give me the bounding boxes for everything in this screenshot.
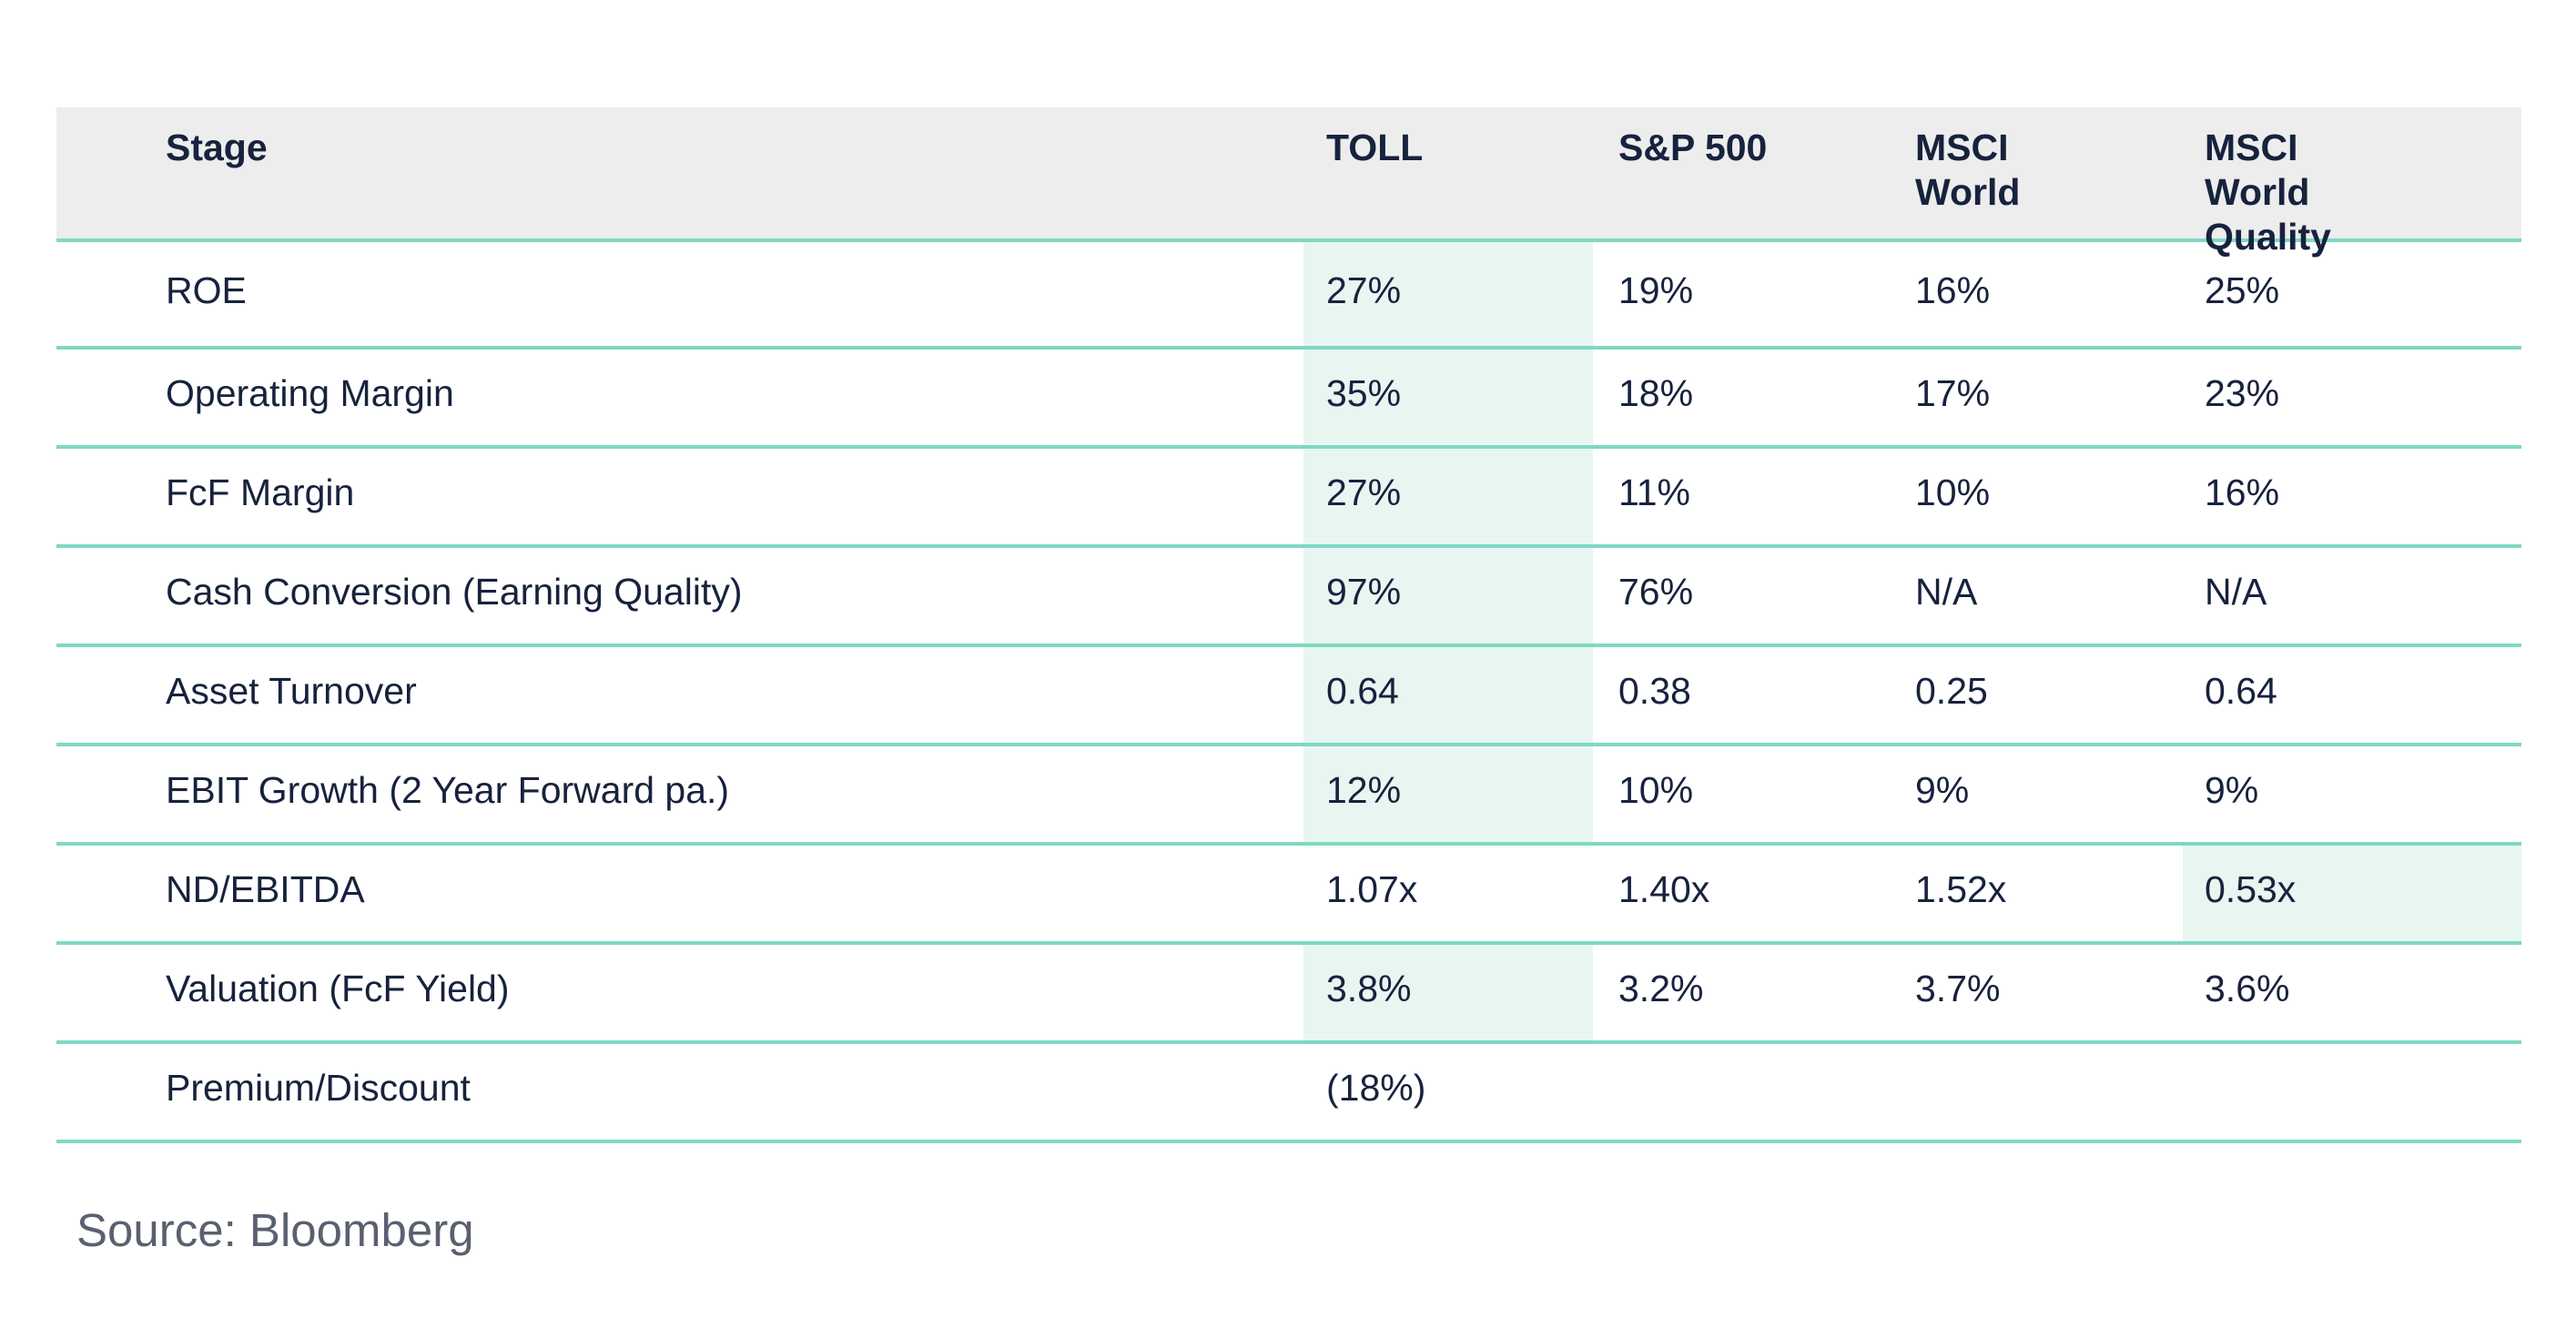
table-row: FcF Margin 27% 11% 10% 16% bbox=[56, 449, 2521, 548]
table-header: Stage TOLL S&P 500 MSCI World MSCI World… bbox=[56, 107, 2521, 258]
cell-msci-world-quality: 0.64 bbox=[2205, 670, 2277, 712]
cell-stage: Operating Margin bbox=[166, 372, 454, 414]
cell-msci-world: 0.25 bbox=[1915, 670, 1988, 712]
cell-sp500: 11% bbox=[1618, 471, 1691, 513]
cell-msci-world: 3.7% bbox=[1915, 968, 2001, 1009]
cell-toll: 27% bbox=[1303, 449, 1593, 544]
table-row: ROE 27% 19% 16% 25% bbox=[56, 242, 2521, 350]
cell-toll: 35% bbox=[1303, 350, 1593, 445]
table-row: ND/EBITDA 1.07x 1.40x 1.52x 0.53x bbox=[56, 846, 2521, 945]
cell-msci-world-quality: 0.53x bbox=[2183, 846, 2521, 941]
table-row: Valuation (FcF Yield) 3.8% 3.2% 3.7% 3.6… bbox=[56, 945, 2521, 1044]
header-msci-world: MSCI World bbox=[1915, 127, 2021, 213]
table-row: Premium/Discount (18%) bbox=[56, 1044, 2521, 1143]
table-row: Operating Margin 35% 18% 17% 23% bbox=[56, 350, 2521, 449]
cell-stage: Premium/Discount bbox=[166, 1067, 471, 1109]
cell-stage: ND/EBITDA bbox=[166, 868, 365, 910]
source-note: Source: Bloomberg bbox=[76, 1204, 474, 1256]
cell-msci-world: N/A bbox=[1915, 571, 1978, 613]
cell-sp500: 76% bbox=[1618, 571, 1694, 613]
cell-msci-world: 10% bbox=[1915, 471, 1991, 513]
cell-toll: 3.8% bbox=[1303, 945, 1593, 1040]
cell-stage: FcF Margin bbox=[166, 471, 355, 513]
cell-msci-world-quality: 23% bbox=[2205, 372, 2280, 414]
cell-toll: 27% bbox=[1303, 242, 1593, 346]
header-stage: Stage bbox=[166, 127, 268, 168]
cell-msci-world: 17% bbox=[1915, 372, 1991, 414]
cell-sp500: 3.2% bbox=[1618, 968, 1704, 1009]
cell-toll: 1.07x bbox=[1326, 868, 1418, 910]
cell-sp500: 10% bbox=[1618, 769, 1694, 811]
cell-stage: Cash Conversion (Earning Quality) bbox=[166, 571, 743, 613]
cell-msci-world-quality: 16% bbox=[2205, 471, 2280, 513]
header-msci-world-quality: MSCI World Quality bbox=[2205, 127, 2331, 258]
cell-msci-world-quality: 9% bbox=[2205, 769, 2259, 811]
header-sp500: S&P 500 bbox=[1618, 127, 1768, 168]
cell-msci-world: 16% bbox=[1915, 269, 1991, 311]
cell-msci-world-quality bbox=[2183, 1044, 2521, 1140]
cell-stage: EBIT Growth (2 Year Forward pa.) bbox=[166, 769, 730, 811]
cell-toll: 97% bbox=[1303, 548, 1593, 644]
cell-sp500: 1.40x bbox=[1618, 868, 1710, 910]
cell-sp500: 0.38 bbox=[1618, 670, 1691, 712]
cell-sp500: 18% bbox=[1618, 372, 1694, 414]
table-row: Cash Conversion (Earning Quality) 97% 76… bbox=[56, 548, 2521, 647]
table-row: Asset Turnover 0.64 0.38 0.25 0.64 bbox=[56, 647, 2521, 746]
cell-toll: 0.64 bbox=[1303, 647, 1593, 743]
cell-msci-world: 9% bbox=[1915, 769, 1970, 811]
table-row: EBIT Growth (2 Year Forward pa.) 12% 10%… bbox=[56, 746, 2521, 846]
cell-sp500: 19% bbox=[1618, 269, 1694, 311]
cell-msci-world-quality: 3.6% bbox=[2205, 968, 2290, 1009]
cell-msci-world: 1.52x bbox=[1915, 868, 2007, 910]
cell-msci-world-quality: N/A bbox=[2205, 571, 2267, 613]
header-toll: TOLL bbox=[1326, 127, 1424, 168]
cell-toll: 12% bbox=[1303, 746, 1593, 842]
cell-msci-world bbox=[1893, 1044, 2183, 1140]
cell-toll: (18%) bbox=[1326, 1067, 1426, 1109]
comparison-table: Stage TOLL S&P 500 MSCI World MSCI World… bbox=[56, 107, 2521, 1143]
cell-stage: Valuation (FcF Yield) bbox=[166, 968, 510, 1009]
cell-sp500 bbox=[1593, 1044, 1893, 1140]
cell-stage: Asset Turnover bbox=[166, 670, 417, 712]
cell-stage: ROE bbox=[166, 269, 247, 311]
cell-msci-world-quality: 25% bbox=[2205, 269, 2280, 311]
